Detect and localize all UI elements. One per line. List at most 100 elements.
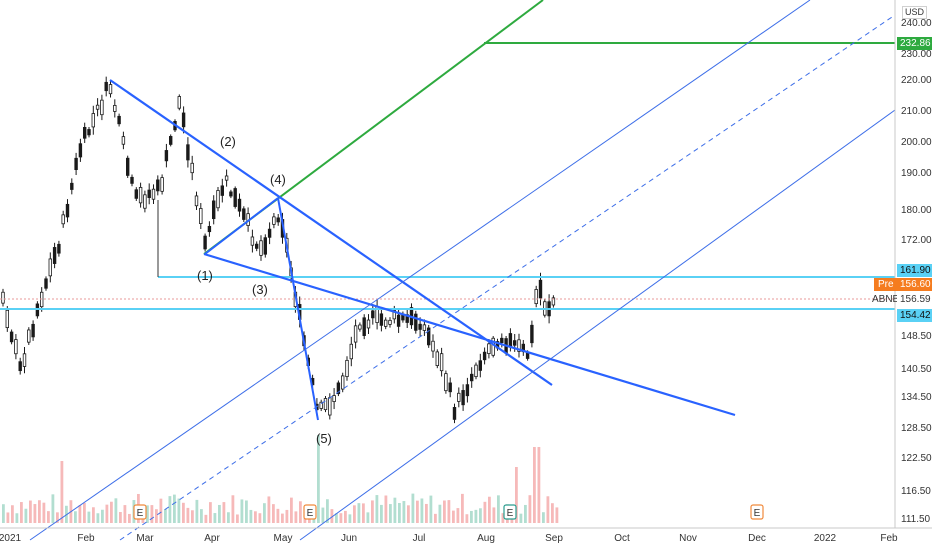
candle-body [452,407,457,420]
candle-body [534,289,538,305]
candle-body [207,225,212,233]
volume-bar [15,513,19,523]
candle-body [431,340,435,352]
candle-body [87,129,91,136]
candle-body [9,331,14,343]
candle-body [538,279,543,299]
candle-body [474,364,478,378]
volume-bar [456,508,460,523]
time-axis-tick: 2022 [814,533,837,544]
candle-body [211,200,216,220]
lower-trendline [203,252,736,417]
candle-body [332,395,336,402]
candle-body [181,112,186,128]
candle-body [1,291,5,304]
symbol-label: ABNB [872,294,900,305]
candle-body [186,144,190,161]
volume-bar [375,495,379,523]
candle-body [276,217,280,223]
candle-body [147,189,151,198]
candle-body [319,401,323,409]
candle-body [444,373,448,392]
time-axis-tick: 2021 [0,533,22,544]
candle-body [353,325,358,343]
premarket-badge: Pre [874,278,898,291]
earnings-marker: E [750,504,764,520]
candle-body [95,104,100,110]
volume-bar [128,513,131,523]
candle-body [366,319,371,329]
volume-bar [173,494,176,523]
currency-label[interactable]: USD [902,6,928,19]
candle-body [65,203,70,218]
volume-bar [501,513,505,523]
candle-body [78,143,83,158]
volume-bar [555,507,559,523]
volume-bar [29,500,32,523]
volume-bar [488,496,491,523]
volume-bar [416,500,419,523]
candle-body [259,240,263,256]
volume-bar [155,509,158,523]
volume-bar [78,505,82,523]
price-axis-tick: 240.00 [901,18,932,29]
candle-body [250,236,255,246]
wave-label: (1) [197,268,213,283]
candle-body [14,339,18,355]
volume-bar [470,510,473,523]
candle-body [199,208,203,224]
candle-body [237,198,242,212]
volume-bar [425,503,428,523]
volume-bar [393,497,397,523]
volume-bar [407,505,410,523]
volume-bar [105,504,109,523]
volume-bar [2,504,5,523]
candle-body [469,373,474,382]
candle-body [422,324,427,331]
time-axis-tick: Feb [880,533,898,544]
time-axis-tick: Oct [614,533,630,544]
time-axis[interactable]: 2021 Feb Mar Apr May Jun Jul Aug Sep Oct Nov Dec 202… [0,527,932,544]
time-axis-tick: Mar [136,533,154,544]
volume-bar [362,503,365,523]
candle-body [392,310,396,320]
candle-body [143,194,147,209]
volume-bar [326,499,329,523]
volume-bar [438,504,442,523]
volume-bar [47,511,50,523]
volume-bar [420,498,424,523]
candle-body [216,190,220,209]
candle-body [396,314,401,327]
candle-body [323,398,328,411]
candle-body [448,382,452,393]
candle-body [491,337,495,356]
price-axis-tick: 116.50 [901,486,931,497]
volume-bars [2,435,559,523]
wave-label: (4) [270,172,286,187]
candle-body [513,340,517,346]
candle-body [44,278,48,289]
volume-bar [353,505,356,523]
candle-body [151,188,156,200]
volume-bar [272,504,275,523]
volume-bar [263,503,266,523]
candle-body [388,319,392,325]
price-axis-tick: 220.00 [901,75,932,86]
volume-bar [56,512,59,523]
drawing-layer[interactable] [0,0,896,541]
volume-bar [20,502,23,523]
candle-body [70,182,74,190]
volume-bar [515,467,518,523]
wave-segment [277,197,319,421]
candle-body [104,81,108,92]
earnings-marker-box [503,504,517,520]
volume-bar [177,498,181,523]
wave-label: (5) [316,431,332,446]
channel-upper [29,0,811,541]
volume-bar [60,461,64,523]
candle-body [130,176,134,184]
volume-bar [159,498,163,523]
volume-bar [411,493,415,523]
